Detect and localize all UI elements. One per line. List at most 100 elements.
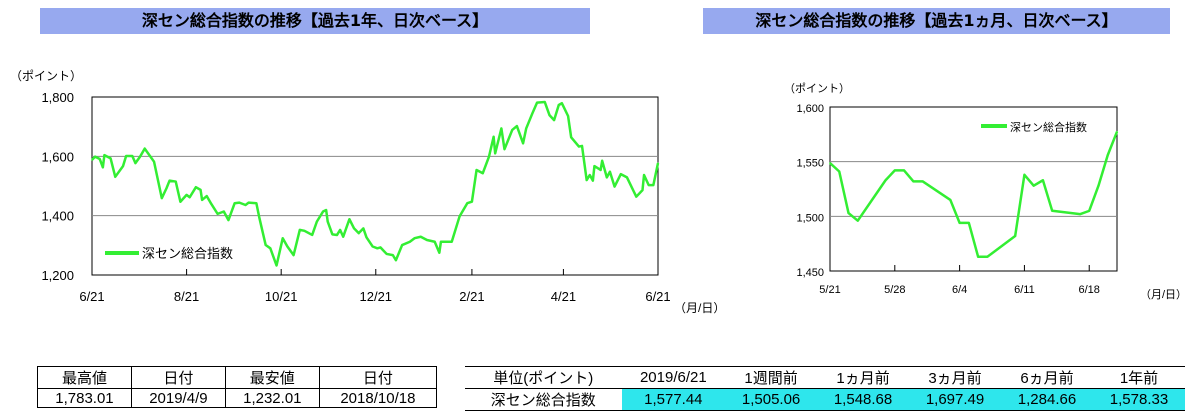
- data-point: [433, 240, 436, 243]
- data-point: [494, 152, 496, 155]
- data-point: [1116, 130, 1118, 133]
- data-point: [1023, 173, 1026, 176]
- data-point: [894, 169, 896, 172]
- header-6month: 6ヵ月前: [1001, 366, 1093, 389]
- data-point: [613, 185, 616, 188]
- data-point: [609, 170, 611, 173]
- y-tick-label: 1,600: [41, 149, 74, 164]
- data-point: [201, 199, 203, 201]
- legend-label: 深セン総合指数: [142, 246, 233, 261]
- data-point: [379, 246, 382, 249]
- y-axis-label: （ポイント）: [784, 82, 850, 95]
- data-point: [385, 253, 388, 255]
- high-date: 2019/4/9: [130, 388, 226, 408]
- data-point: [561, 102, 563, 105]
- data-point: [174, 180, 177, 183]
- data-point: [216, 213, 219, 215]
- x-axis-label: （月/日）: [674, 301, 725, 315]
- y-tick-label: 1,450: [796, 267, 824, 279]
- low-value: 1,232.01: [224, 388, 320, 408]
- data-point: [426, 239, 428, 241]
- data-point: [1014, 235, 1016, 237]
- data-point: [205, 195, 208, 197]
- series-line: [91, 100, 660, 267]
- data-point: [829, 162, 831, 164]
- data-point: [450, 240, 453, 243]
- data-point: [500, 127, 503, 130]
- data-point: [165, 187, 168, 190]
- data-point: [884, 179, 887, 182]
- data-point: [401, 244, 403, 246]
- data-point: [223, 210, 225, 213]
- data-point: [247, 201, 250, 204]
- row-label: 深セン総合指数: [465, 388, 622, 411]
- x-tick-label: 2/21: [459, 289, 484, 304]
- left-chart-title: 深セン総合指数の推移【過去1年、日次ベース】: [40, 8, 590, 34]
- value-1week: 1,505.06: [725, 388, 818, 411]
- header-current: 2019/6/21: [621, 366, 726, 389]
- data-point: [593, 165, 596, 167]
- data-point: [311, 234, 313, 236]
- y-tick-label: 1,600: [796, 103, 824, 115]
- value-6month: 1,284.66: [1001, 388, 1093, 411]
- data-point: [525, 127, 527, 130]
- data-point: [131, 155, 134, 157]
- data-point: [643, 174, 645, 176]
- data-point: [1097, 184, 1100, 187]
- value-1year: 1,578.33: [1092, 388, 1185, 411]
- x-tick-label: 6/18: [1079, 284, 1100, 296]
- comparison-table: 単位(ポイント) 2019/6/21 1週間前 1ヵ月前 3ヵ月前 6ヵ月前 1…: [465, 366, 1185, 411]
- data-point: [326, 220, 329, 223]
- data-point: [109, 157, 112, 160]
- data-point: [419, 235, 422, 238]
- data-point: [599, 169, 602, 171]
- data-point: [466, 202, 469, 205]
- header-1week: 1週間前: [725, 366, 818, 389]
- data-point: [376, 247, 379, 250]
- header-3month: 3ヵ月前: [909, 366, 1001, 389]
- data-point: [255, 202, 258, 205]
- data-point: [1042, 179, 1044, 182]
- data-point: [342, 235, 345, 238]
- x-tick-label: 5/21: [819, 284, 840, 296]
- charts: 1,800 1,600 1,400 1,200 6/21 8/21 10/21 12/21 2/…: [10, 69, 1187, 315]
- data-point: [588, 174, 591, 176]
- data-point: [139, 155, 141, 158]
- y-tick-label: 1,400: [41, 209, 74, 224]
- data-point: [492, 135, 495, 138]
- data-point: [585, 179, 588, 181]
- data-point: [292, 254, 295, 256]
- data-point: [371, 245, 374, 248]
- data-point: [353, 227, 355, 230]
- data-point: [903, 169, 905, 172]
- x-tick-label: 6/21: [79, 289, 104, 304]
- x-axis-label: （月/日）: [1140, 288, 1187, 301]
- data-point: [557, 104, 560, 106]
- header-high: 最高値: [37, 366, 132, 389]
- data-point: [522, 142, 524, 145]
- data-point: [298, 229, 301, 231]
- data-point: [652, 184, 655, 186]
- data-point: [365, 236, 368, 239]
- data-point: [98, 158, 101, 160]
- data-point: [195, 186, 197, 188]
- data-point: [413, 237, 416, 240]
- data-point: [949, 199, 952, 201]
- data-point: [847, 212, 850, 214]
- data-point: [339, 229, 341, 231]
- data-point: [325, 209, 327, 211]
- data-point: [570, 136, 572, 139]
- header-date: 日付: [318, 366, 438, 389]
- data-point: [188, 196, 191, 199]
- data-point: [362, 227, 365, 230]
- data-point: [348, 218, 351, 221]
- data-point: [233, 202, 236, 205]
- value-1month: 1,548.68: [817, 388, 910, 411]
- data-point: [94, 155, 96, 158]
- data-point: [269, 247, 272, 250]
- data-point: [258, 217, 261, 220]
- data-point: [1106, 154, 1109, 156]
- data-point: [238, 201, 241, 204]
- legend-label: 深セン総合指数: [1010, 120, 1087, 134]
- y-tick-label: 1,200: [41, 268, 74, 283]
